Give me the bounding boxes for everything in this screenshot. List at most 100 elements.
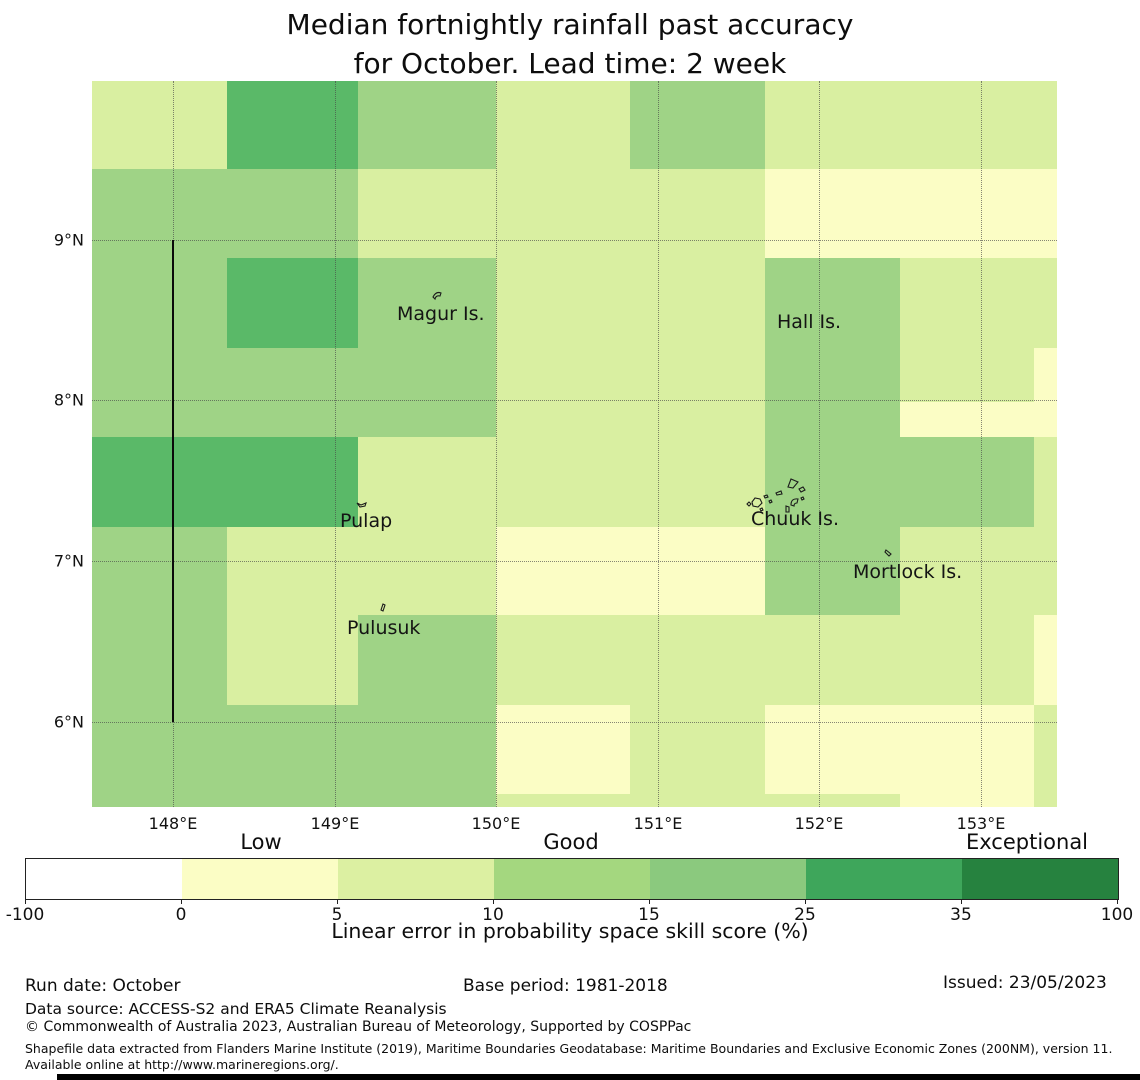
map-cell (1034, 258, 1057, 348)
map-cell (227, 437, 358, 527)
colorbar-zone-label: Exceptional (965, 830, 1089, 854)
chart-title-line1: Median fortnightly rainfall past accurac… (286, 8, 854, 41)
map-cell (496, 258, 630, 348)
colorbar (25, 858, 1119, 900)
colorbar-segment (650, 859, 806, 899)
map-cell (900, 615, 1034, 705)
map-cell-patch (900, 402, 1034, 437)
y-axis-tick-label: 6°N (53, 712, 84, 732)
island-label: Magur Is. (397, 303, 485, 325)
map-cell (358, 81, 496, 169)
map-cell (358, 794, 496, 807)
map-cell (765, 527, 900, 615)
map-cell (92, 615, 227, 705)
colorbar-tick-mark (649, 899, 650, 904)
colorbar-tick-label: 100 (1100, 905, 1134, 925)
colorbar-tick-label: 15 (638, 905, 660, 925)
colorbar-tick-label: 35 (950, 905, 972, 925)
map-cell (92, 437, 227, 527)
latitude-gridline (92, 240, 1057, 241)
island-label: Pulap (340, 510, 393, 532)
island-label: Pulusuk (347, 617, 421, 639)
map-cell (900, 794, 1034, 807)
x-axis-tick-label: 151°E (633, 814, 683, 833)
map-cell (630, 81, 765, 169)
map-cell (1034, 527, 1057, 615)
map-cell (630, 258, 765, 348)
map-cell (1034, 348, 1057, 437)
map-cell (92, 348, 227, 437)
colorbar-tick-mark (961, 899, 962, 904)
map-cell (227, 81, 358, 169)
map-cell (496, 169, 630, 258)
map-cell (227, 705, 358, 794)
map-cell (358, 169, 496, 258)
x-axis-tick-label: 149°E (310, 814, 360, 833)
map-cell (765, 258, 900, 348)
map-cell (630, 169, 765, 258)
colorbar-zone-label: Good (543, 830, 599, 854)
map-cell (900, 81, 1034, 169)
map-cell (358, 348, 496, 437)
map-cell (765, 348, 900, 437)
map-cell (630, 705, 765, 794)
map-cell (765, 794, 900, 807)
map-cell (1034, 615, 1057, 705)
map-cell (496, 527, 630, 615)
shapefile-note-text: Shapefile data extracted from Flanders M… (25, 1041, 1113, 1072)
colorbar-segment (182, 859, 338, 899)
x-axis-tick-label: 148°E (148, 814, 198, 833)
eez-boundary-line (172, 240, 174, 722)
issued-date-text: Issued: 23/05/2023 (943, 973, 1107, 993)
map-cell (900, 527, 1034, 615)
map-cell (92, 794, 227, 807)
map-cell (496, 81, 630, 169)
colorbar-tick-label: 25 (794, 905, 816, 925)
longitude-gridline (496, 81, 497, 807)
base-period-text: Base period: 1981-2018 (463, 976, 668, 996)
latitude-gridline (92, 561, 1057, 562)
map-cell (900, 437, 1034, 527)
y-axis-tick-label: 9°N (53, 230, 84, 250)
map-cell (1034, 81, 1057, 169)
map-cell (496, 615, 630, 705)
map-cell (765, 169, 900, 258)
map-cell (630, 348, 765, 437)
colorbar-tick-mark (805, 899, 806, 904)
map-cell (496, 794, 630, 807)
map-cell (900, 258, 1034, 348)
colorbar-segment (338, 859, 494, 899)
map-cell (496, 348, 630, 437)
island-label: Hall Is. (777, 311, 842, 333)
colorbar-segment (806, 859, 962, 899)
bottom-edge-bar (57, 1074, 1140, 1080)
map-cell (765, 81, 900, 169)
map-cell (1034, 705, 1057, 794)
copyright-text: © Commonwealth of Australia 2023, Austra… (25, 1019, 692, 1035)
island-label: Mortlock Is. (853, 561, 963, 583)
chart-title-line2: for October. Lead time: 2 week (353, 46, 787, 80)
map-cell (900, 705, 1034, 794)
colorbar-tick-mark (337, 899, 338, 904)
map-cell (227, 615, 358, 705)
x-axis-tick-label: 152°E (794, 814, 844, 833)
colorbar-tick-mark (1117, 899, 1118, 904)
map-cell (358, 615, 496, 705)
x-axis-tick-label: 153°E (956, 814, 1006, 833)
colorbar-zone-label: Low (240, 830, 282, 854)
colorbar-tick-label: 0 (175, 905, 187, 925)
map-cell (765, 615, 900, 705)
colorbar-segment (962, 859, 1118, 899)
map-cell (92, 705, 227, 794)
map-plot-area (92, 81, 1057, 807)
map-cell (765, 705, 900, 794)
island-label: Chuuk Is. (751, 508, 839, 530)
colorbar-tick-mark (181, 899, 182, 904)
map-cell (496, 705, 630, 794)
longitude-gridline (658, 81, 659, 807)
longitude-gridline (981, 81, 982, 807)
map-cell (227, 258, 358, 348)
colorbar-segment (26, 859, 182, 899)
map-cell (358, 527, 496, 615)
